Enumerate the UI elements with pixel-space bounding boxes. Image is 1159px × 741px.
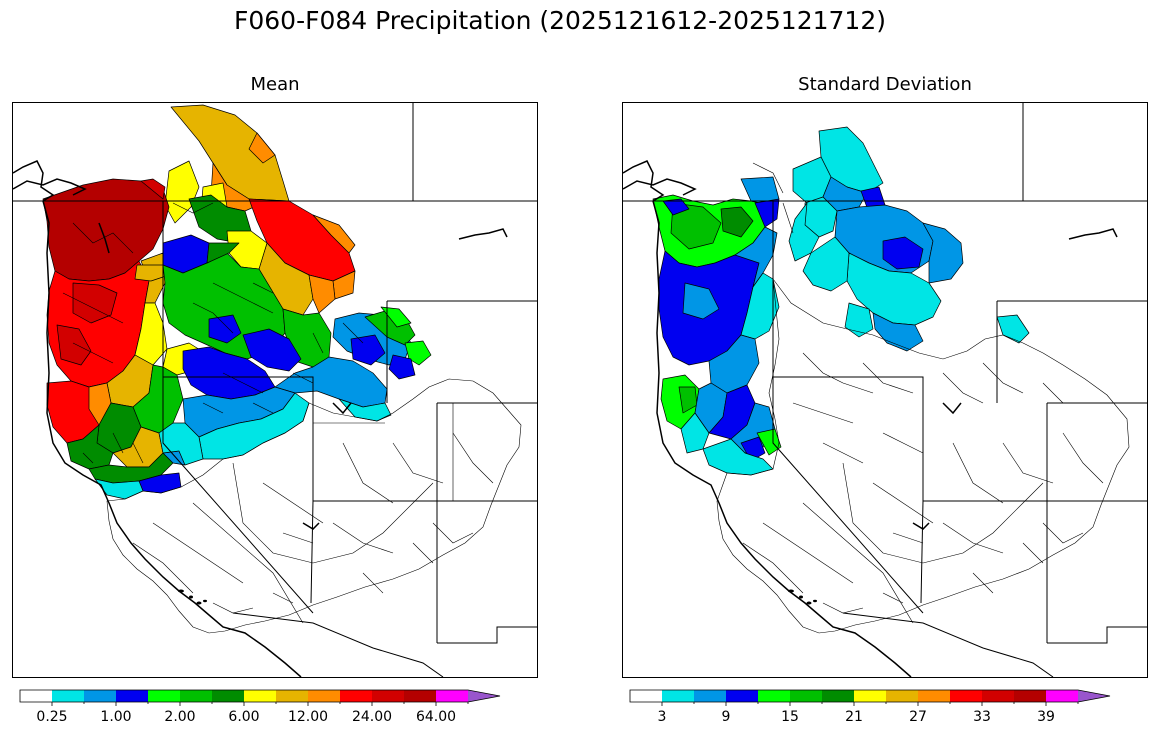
colorbar-segment [116,690,148,702]
colorbar-tick-label: 0.25 [36,709,67,725]
region-orange [248,132,276,164]
region-lightblue [872,312,924,352]
colorbar-segment [1046,690,1078,702]
colorbar-segment [886,690,918,702]
colorbar-segment [1014,690,1046,702]
region-darkgreen [66,424,114,470]
colorbar-tick-label: 6.00 [228,709,259,725]
region-lightblue [682,282,720,320]
colorbar-outline [629,689,1111,703]
colorbar-segment [694,690,726,702]
region-lightgreen [404,340,432,366]
colorbar-extend-arrow [1078,690,1110,702]
region-orange [308,274,336,314]
colorbar-tick-label: 39 [1037,709,1055,725]
colorbar-segment [244,690,276,702]
colorbar-tick-label: 1.00 [100,709,131,725]
colorbar-segment [212,690,244,702]
colorbar-segment [918,690,950,702]
colorbar-segment [790,690,822,702]
colorbar-segment [726,690,758,702]
colorbar-segment [340,690,372,702]
colorbar-segment [854,690,886,702]
region-cyan [788,202,820,262]
colorbar-segment [20,690,52,702]
region-cyan [802,236,850,292]
colorbar-tick-label: 64.00 [416,709,456,725]
region-cyan [158,422,204,466]
colorbar-tick-label: 24.00 [352,709,392,725]
region-darkred [72,282,118,324]
region-gold [134,264,170,282]
colorbar-segment [630,690,662,702]
region-lightblue [922,222,964,284]
region-blue [388,354,416,380]
colorbar-segment [950,690,982,702]
colorbar-segment [822,690,854,702]
colorbar-tick-label: 21 [845,709,863,725]
colorbar-tick-label: 9 [722,709,731,725]
region-blue [208,314,242,344]
colorbar-extend-arrow [468,690,500,702]
region-blue [350,334,386,366]
figure-title: F060-F084 Precipitation (2025121612-2025… [233,6,886,35]
region-cyan [680,412,710,454]
colorbar-segment [982,690,1014,702]
region-cyan [846,252,942,326]
colorbar-tick-label: 27 [909,709,927,725]
colorbar-segment [84,690,116,702]
colorbar-tick-label: 12.00 [288,709,328,725]
region-gold [170,104,290,202]
region-darkgreen [720,206,754,238]
mean-colorbar: 0.25 1.00 2.00 6.00 12.00 24.00 64.00 [19,688,532,725]
region-darkred [140,178,166,200]
mean-panel-title: Mean [250,74,300,95]
colorbar-segment [148,690,180,702]
std-map [622,102,1148,678]
colorbar-segment [404,690,436,702]
colorbar-segment [52,690,84,702]
colorbar-segment [436,690,468,702]
mean-map [12,102,538,678]
colorbar-tick-label: 15 [781,709,799,725]
region-yellow [134,302,168,366]
region-lightgreen [380,306,412,328]
colorbar-segment [276,690,308,702]
region-blue [242,328,302,372]
region-orange [312,214,356,254]
colorbar-tick-label: 2.00 [164,709,195,725]
region-blue [662,198,690,216]
colorbar-outline [19,689,501,703]
colorbar-segment [180,690,212,702]
std-colorbar-svg: 3 9 15 21 27 33 39 [629,689,1111,725]
region-green [670,202,722,250]
colorbar-segment [758,690,790,702]
colorbar-tick-label: 33 [973,709,991,725]
region-blue [882,236,924,270]
colorbar-segment [372,690,404,702]
mean-colorbar-svg: 0.25 1.00 2.00 6.00 12.00 24.00 64.00 [19,689,501,725]
colorbar-segment [308,690,340,702]
region-darkred [56,324,92,366]
region-darkgreen [206,242,240,264]
colorbar-tick-label: 3 [658,709,667,725]
region-cyan [844,302,874,338]
std-panel-title: Standard Deviation [798,74,972,95]
std-colorbar: 3 9 15 21 27 33 39 [629,688,1142,725]
colorbar-segment [662,690,694,702]
region-lightgreen [756,428,782,456]
